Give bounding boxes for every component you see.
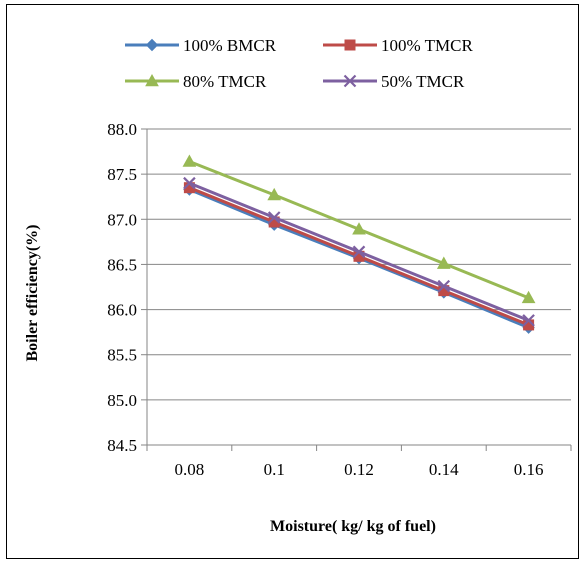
data-point-x-marker	[343, 74, 357, 88]
legend-label: 80% TMCR	[183, 72, 267, 91]
data-point-triangle-marker	[182, 154, 197, 167]
y-tick-label: 86.0	[107, 301, 137, 320]
y-tick-label: 87.0	[107, 210, 137, 229]
legend-label: 100% TMCR	[381, 36, 473, 55]
legend-item: 80% TMCR	[125, 72, 267, 91]
x-tick-label: 0.14	[429, 460, 459, 479]
axes	[146, 129, 571, 446]
y-tick-label: 85.5	[107, 346, 137, 365]
series-50-tmcr	[183, 176, 535, 327]
y-tick-label: 85.0	[107, 391, 137, 410]
legend-label: 50% TMCR	[381, 72, 465, 91]
legend-item: 100% BMCR	[125, 36, 277, 55]
y-tick-label: 86.5	[107, 255, 137, 274]
data-point-x-marker	[352, 245, 366, 259]
x-axis-ticks: 0.08 0.1 0.12 0.14 0.16	[146, 445, 572, 479]
data-point-triangle-marker	[145, 73, 159, 87]
data-point-x-marker	[522, 314, 535, 327]
data-point-x-marker	[267, 211, 281, 224]
legend: 100% BMCR 100% TMCR 80% TMCR 50% TMCR	[125, 36, 473, 91]
y-tick-label: 87.5	[107, 165, 137, 184]
data-point-x-marker	[437, 279, 451, 293]
legend-label: 100% BMCR	[183, 36, 277, 55]
data-point-square-marker	[344, 39, 356, 51]
legend-item: 100% TMCR	[323, 36, 473, 55]
x-tick-label: 0.1	[264, 460, 285, 479]
x-axis-title: Moisture( kg/ kg of fuel)	[270, 518, 436, 535]
x-tick-label: 0.16	[514, 460, 544, 479]
y-axis-ticks: 84.5 85.0 85.5 86.0 86.5 87.0 87.5 88.0	[107, 120, 147, 455]
x-tick-label: 0.08	[175, 460, 205, 479]
data-point-triangle-marker	[352, 222, 366, 235]
gridlines	[147, 128, 571, 446]
data-point-x-marker	[183, 176, 196, 190]
series-80-tmcr	[182, 154, 536, 304]
data-point-diamond-marker	[145, 38, 159, 52]
y-axis-title: Boiler efficiency(%)	[24, 225, 41, 362]
x-tick-label: 0.12	[344, 460, 374, 479]
legend-item: 50% TMCR	[323, 72, 465, 91]
data-point-triangle-marker	[267, 187, 282, 201]
y-tick-label: 84.5	[107, 436, 137, 455]
data-point-triangle-marker	[521, 290, 536, 304]
data-point-triangle-marker	[436, 256, 451, 269]
y-tick-label: 88.0	[107, 120, 137, 139]
series-layer	[182, 154, 536, 334]
chart-frame: 100% BMCR 100% TMCR 80% TMCR 50% TMCR 84.5 8…	[6, 4, 579, 559]
